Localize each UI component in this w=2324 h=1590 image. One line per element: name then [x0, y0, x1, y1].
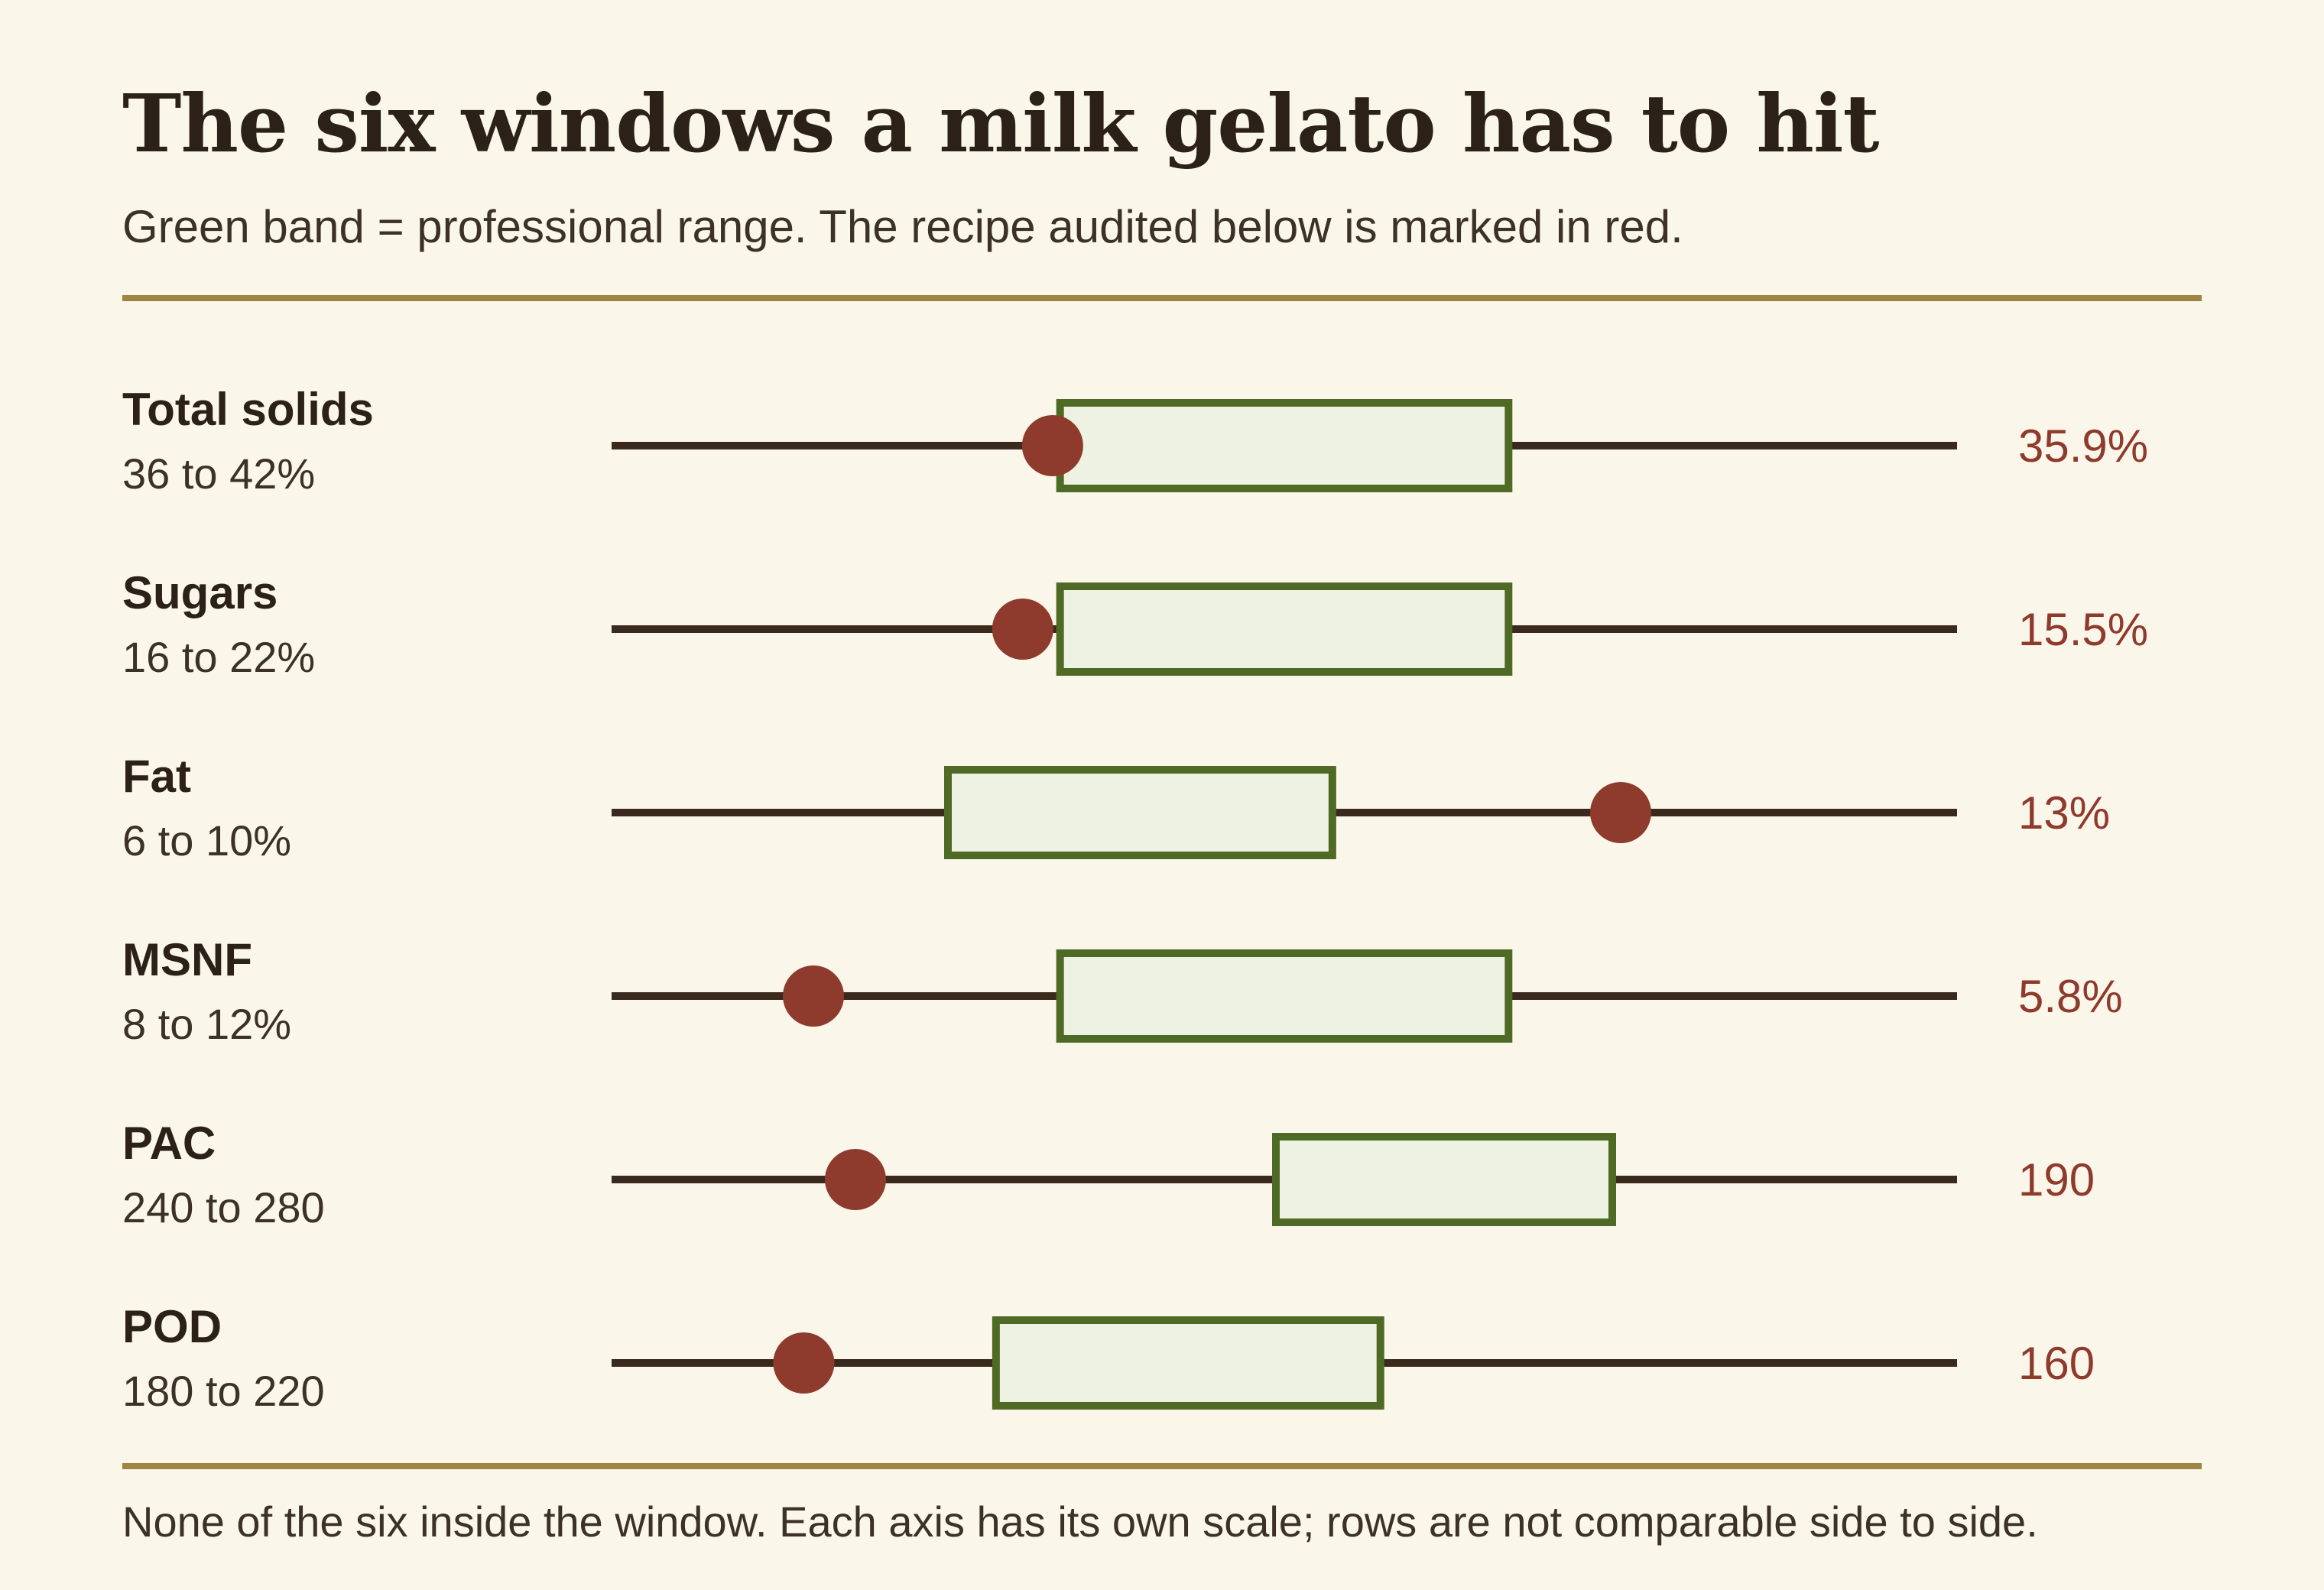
bottom-divider [122, 1463, 2202, 1469]
range-band [1272, 1133, 1616, 1226]
recipe-marker [825, 1149, 886, 1210]
value-label: 15.5% [2018, 604, 2148, 655]
value-label: 190 [2018, 1154, 2095, 1205]
range-label: 240 to 280 [122, 1183, 325, 1231]
value-label: 35.9% [2018, 420, 2148, 472]
chart-title: The six windows a milk gelato has to hit [122, 76, 1880, 170]
metric-name: Total solids [122, 384, 374, 435]
chart-footnote: None of the six inside the window. Each … [122, 1498, 2038, 1546]
recipe-marker [992, 599, 1053, 660]
range-label: 36 to 42% [122, 449, 315, 498]
recipe-marker [1021, 415, 1083, 476]
range-band [992, 1316, 1384, 1410]
range-label: 180 to 220 [122, 1367, 325, 1415]
metric-name: PAC [122, 1118, 216, 1169]
range-band [944, 766, 1336, 859]
recipe-marker [783, 965, 844, 1027]
range-label: 16 to 22% [122, 633, 315, 681]
value-label: 13% [2018, 787, 2110, 839]
range-band [1056, 582, 1513, 676]
metric-name: Sugars [122, 567, 278, 618]
top-divider [122, 295, 2202, 301]
chart-subtitle: Green band = professional range. The rec… [122, 201, 1683, 252]
range-label: 8 to 12% [122, 1000, 291, 1048]
range-band [1056, 399, 1513, 492]
metric-name: POD [122, 1301, 222, 1352]
value-label: 160 [2018, 1338, 2095, 1389]
metric-name: Fat [122, 751, 191, 802]
range-label: 6 to 10% [122, 816, 291, 865]
recipe-marker [773, 1332, 835, 1394]
recipe-marker [1590, 782, 1651, 843]
metric-name: MSNF [122, 934, 252, 985]
range-band [1056, 949, 1513, 1043]
value-label: 5.8% [2018, 971, 2123, 1022]
